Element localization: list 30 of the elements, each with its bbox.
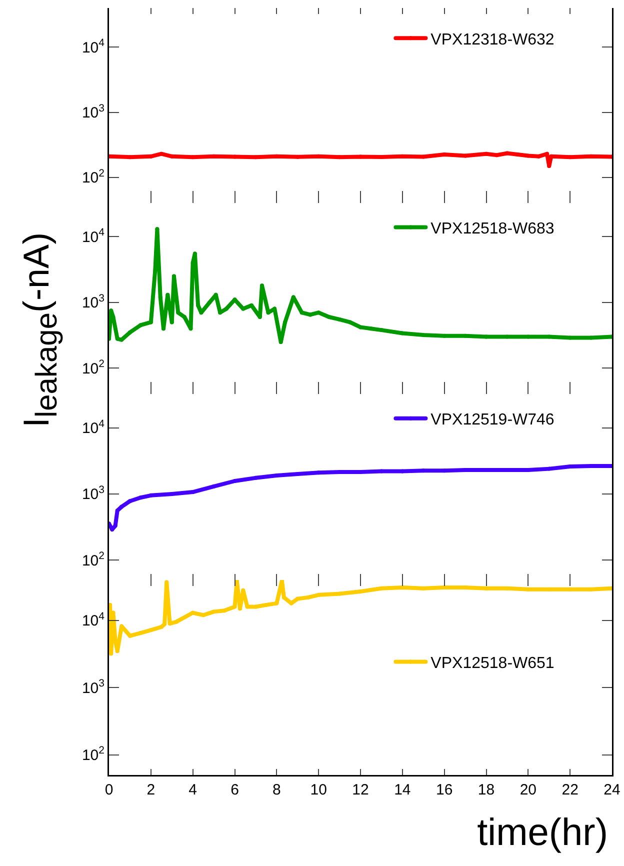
- x-tick-label: 18: [478, 782, 495, 798]
- x-tick-label: 4: [188, 782, 197, 798]
- x-tick-label: 16: [436, 782, 453, 798]
- y-tick-label: 10$^{2}$: [82, 167, 105, 187]
- x-tick-label: 2: [146, 782, 156, 798]
- y-tick-label: 10$^{4}$: [82, 610, 105, 630]
- x-tick-label: 14: [394, 782, 411, 798]
- y-tick-label: 10$^{3}$: [82, 484, 105, 504]
- y-tick-label: 10$^{3}$: [82, 678, 105, 697]
- y-tick-label: 10$^{3}$: [82, 292, 105, 312]
- x-tick-label: 22: [562, 782, 578, 798]
- x-axis-title: time(hr): [477, 812, 608, 855]
- x-tick-label: 24: [604, 782, 620, 798]
- legend-label: VPX12519-W746: [430, 412, 554, 429]
- y-tick-label: 10$^{4}$: [82, 226, 105, 246]
- x-tick-label: 20: [520, 782, 537, 798]
- y-tick-label: 10$^{2}$: [82, 550, 105, 570]
- y-tick-label: 10$^{4}$: [82, 37, 105, 56]
- x-tick-label: 0: [104, 782, 114, 798]
- x-tick-label: 8: [272, 782, 281, 798]
- x-tick-label: 10: [310, 782, 327, 798]
- y-tick-label: 10$^{2}$: [82, 744, 105, 764]
- y-tick-label: 10$^{4}$: [82, 418, 105, 438]
- y-tick-label: 10$^{2}$: [82, 358, 105, 378]
- legend-label: VPX12318-W632: [430, 31, 554, 48]
- legend-label: VPX12518-W651: [430, 655, 554, 672]
- x-tick-label: 6: [230, 782, 239, 798]
- y-tick-label: 10$^{3}$: [82, 102, 105, 122]
- legend-label: VPX12518-W683: [430, 220, 554, 238]
- x-tick-label: 12: [352, 782, 369, 798]
